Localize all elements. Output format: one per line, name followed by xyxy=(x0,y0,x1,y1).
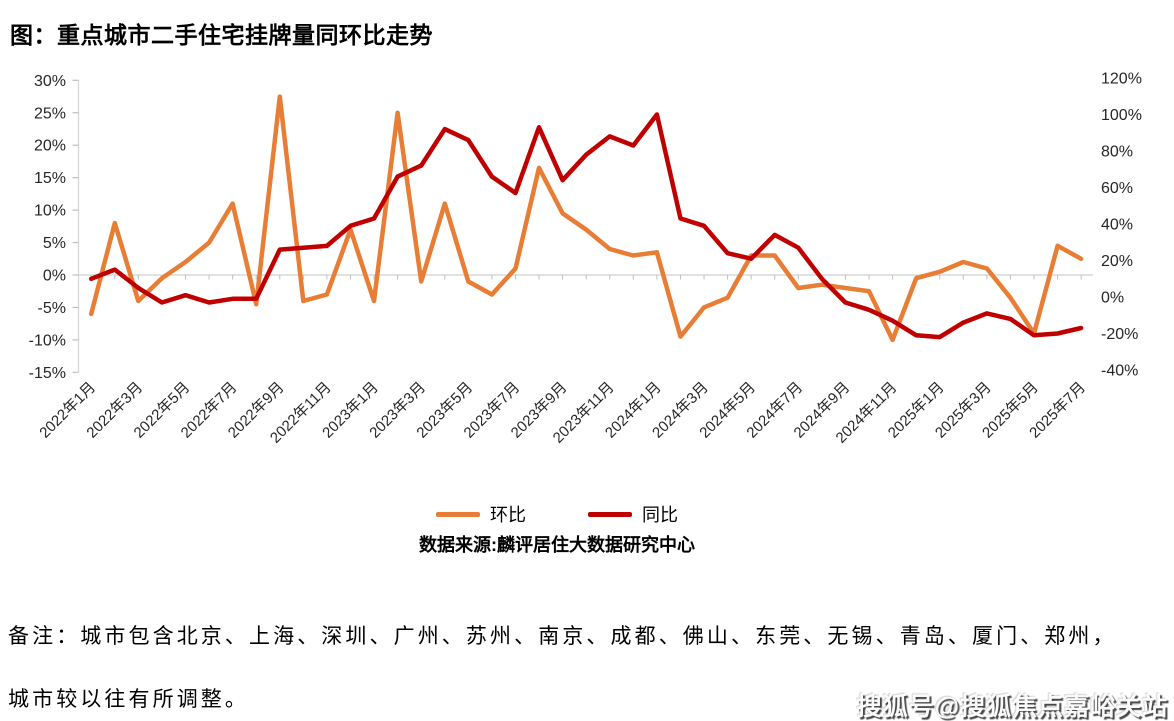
left-axis-label: 15% xyxy=(34,170,66,187)
mom-series-line xyxy=(88,94,1084,343)
chart-title: 图：重点城市二手住宅挂牌量同环比走势 xyxy=(10,22,433,48)
left-axis-label: -10% xyxy=(29,332,66,349)
left-axis-label: 30% xyxy=(34,73,66,90)
right-axis-label: 0% xyxy=(1101,290,1124,307)
legend-item-yoy: 同比 xyxy=(588,501,678,527)
footnote-line-2: 城市较以往有所调整。 xyxy=(8,687,249,711)
right-axis-label: 20% xyxy=(1101,253,1133,270)
yoy-series-line xyxy=(88,112,1084,340)
left-axis-label: -15% xyxy=(29,365,66,382)
yoy-legend-label: 同比 xyxy=(642,505,678,525)
mom-line-swatch xyxy=(436,511,480,517)
left-axis-label: 10% xyxy=(34,203,66,220)
left-axis-label: 5% xyxy=(43,235,66,252)
right-axis-label: 60% xyxy=(1101,180,1133,197)
legend-item-mom: 环比 xyxy=(436,501,526,527)
data-source-caption: 数据来源:麟评居住大数据研究中心 xyxy=(419,535,695,555)
chart-svg: 30% 25% 20% 15% 10% 5% 0% -5% -10% -15% 120% 100% 80… xyxy=(29,71,1142,447)
footnote-line-1: 备注：城市包含北京、上海、深圳、广州、苏州、南京、成都、佛山、东莞、无锡、青岛、… xyxy=(8,624,1117,648)
right-axis-label: -20% xyxy=(1101,326,1138,343)
left-axis-label: 0% xyxy=(43,268,66,285)
left-axis-label: -5% xyxy=(38,300,66,317)
right-axis-label: 40% xyxy=(1101,217,1133,234)
mom-legend-label: 环比 xyxy=(490,505,526,525)
left-axis-label: 25% xyxy=(34,105,66,122)
left-axis-label: 20% xyxy=(34,138,66,155)
right-axis-label: -40% xyxy=(1101,363,1138,380)
chart-legend: 环比 同比 xyxy=(0,501,1114,527)
right-axis-label: 80% xyxy=(1101,144,1133,161)
right-axis-label: 100% xyxy=(1101,107,1142,124)
right-axis-label: 120% xyxy=(1101,71,1142,88)
yoy-line-swatch xyxy=(588,511,632,517)
watermark: 搜狐号@搜狐焦点嘉峪关站 xyxy=(856,693,1168,721)
